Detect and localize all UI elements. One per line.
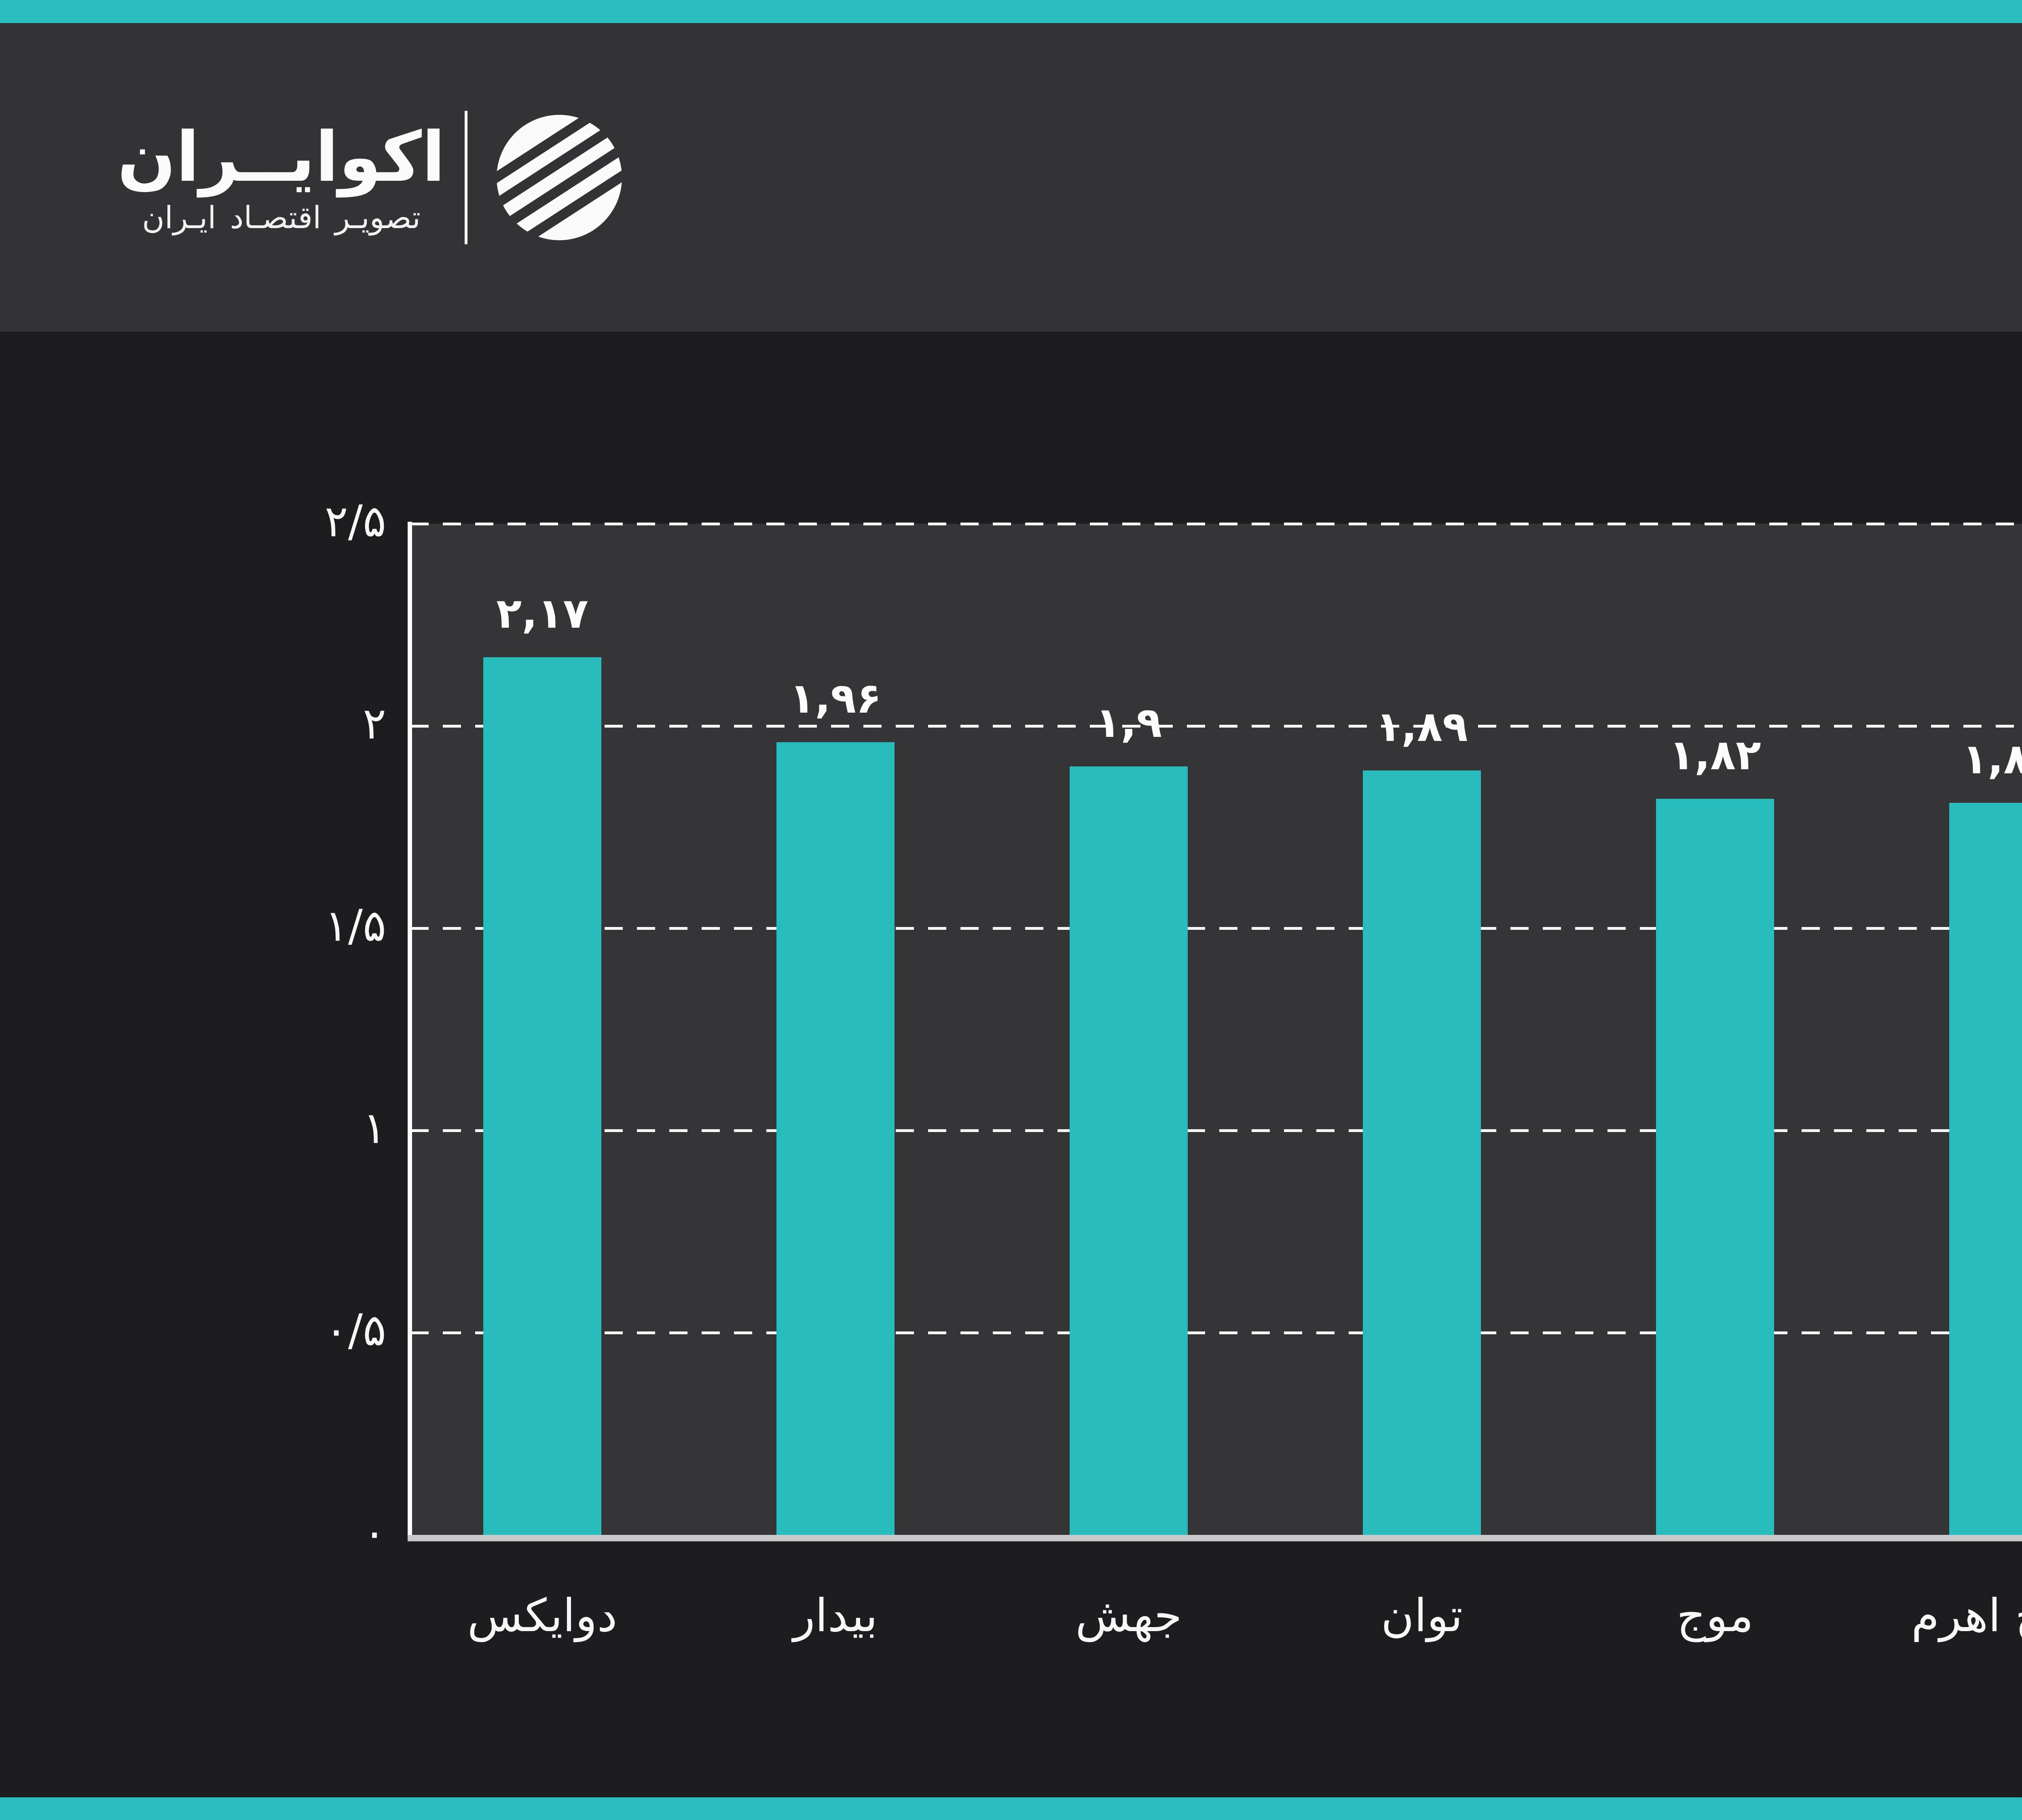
bar-value-label: ۲,۱۷ xyxy=(496,589,588,638)
gridline xyxy=(410,1129,2022,1132)
gridline xyxy=(410,523,2022,525)
y-axis-tick-label: ۰/۵ xyxy=(324,1305,386,1356)
gridline xyxy=(410,927,2022,930)
plot-panel xyxy=(410,524,2022,1541)
brand-tagline: تصویـر اقتصـاد ایـران xyxy=(142,199,421,235)
bar xyxy=(1363,770,1481,1535)
x-axis-label: نارنج اهرم xyxy=(1911,1589,2022,1642)
y-axis-tick-label: ۱/۵ xyxy=(324,901,386,951)
bar-value-label: ۱,۹ xyxy=(1095,698,1162,747)
bar-value-label: ۱,۸۹ xyxy=(1376,703,1468,751)
x-axis-label: بیدار xyxy=(793,1589,878,1642)
bar-value-label: ۱,۹۶ xyxy=(789,674,882,723)
brand-text-block: اکوایــران تصویـر اقتصـاد ایـران xyxy=(117,117,446,235)
gridline xyxy=(410,725,2022,728)
top-accent-bar xyxy=(0,0,2022,23)
brand-separator-line xyxy=(465,110,468,244)
brand-name: اکوایــران xyxy=(117,117,446,197)
ecoiran-sphere-logo-icon xyxy=(497,114,622,240)
bar xyxy=(483,657,601,1535)
bar-value-label: ۱,۸۲ xyxy=(1669,731,1761,779)
y-axis-tick-label: ۲ xyxy=(362,698,386,749)
bar-value-label: ۱,۸۱ xyxy=(1962,735,2022,783)
x-axis-label: جهش xyxy=(1075,1589,1182,1642)
bottom-accent-bar xyxy=(0,1797,2022,1820)
y-axis-tick-label: ۱ xyxy=(362,1103,386,1153)
x-axis-label: موج xyxy=(1676,1589,1754,1642)
y-axis-tick-label: ۰ xyxy=(362,1507,386,1558)
header: اکوایــران تصویـر اقتصـاد ایـران xyxy=(0,23,2022,332)
x-axis-label: توان xyxy=(1381,1589,1463,1642)
y-axis-line xyxy=(408,522,412,1541)
y-axis-tick-label: ۲/۵ xyxy=(324,496,386,547)
brand-logo: اکوایــران تصویـر اقتصـاد ایـران xyxy=(117,110,626,244)
bar xyxy=(1070,766,1188,1535)
bar xyxy=(1656,799,1774,1535)
x-axis-baseline xyxy=(408,1535,2022,1541)
x-axis-label: دوایکس xyxy=(467,1589,618,1642)
bar xyxy=(776,742,895,1535)
bar xyxy=(1949,803,2022,1535)
gridline xyxy=(410,1331,2022,1334)
